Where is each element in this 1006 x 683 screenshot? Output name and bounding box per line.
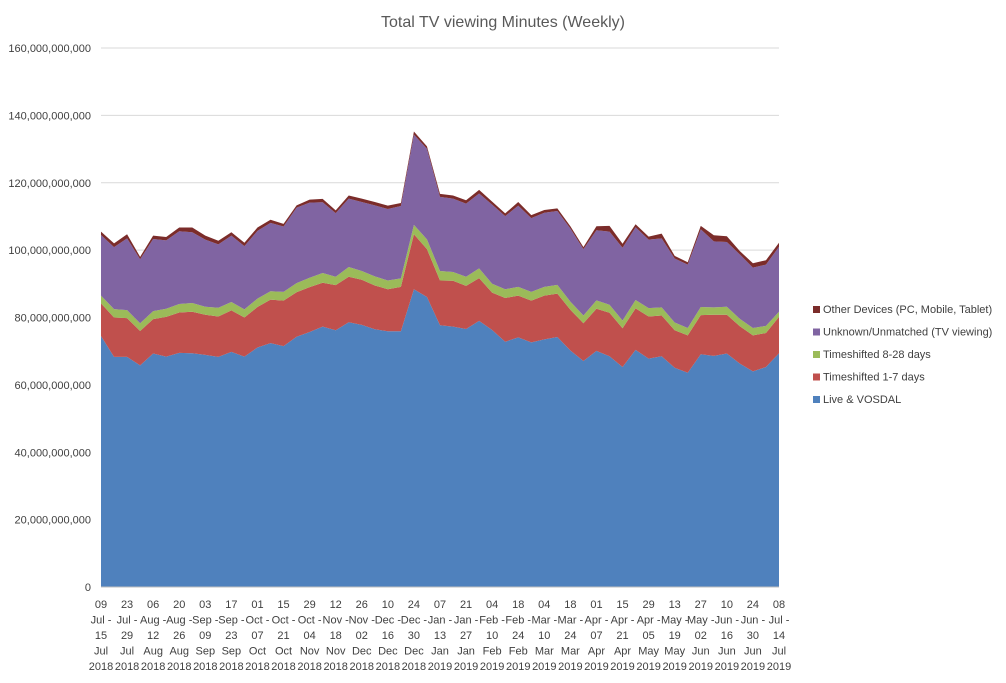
legend-swatch: [813, 373, 820, 381]
series-areas: [101, 131, 779, 587]
chart-title: Total TV viewing Minutes (Weekly): [381, 14, 625, 31]
x-tick-label: 27 May -02 Jun 2019: [687, 599, 715, 673]
y-tick-label: 60,000,000,000: [15, 380, 91, 392]
legend-swatch: [813, 306, 820, 313]
x-tick-label: 15 Oct -21 Oct 2018: [271, 599, 295, 673]
x-tick-label: 18 Feb -24 Feb 2019: [505, 599, 531, 673]
y-tick-label: 100,000,000,000: [8, 245, 91, 257]
legend-item: Timeshifted 8-28 days: [813, 349, 931, 361]
x-tick-label: 01 Apr -07 Apr 2019: [584, 599, 608, 673]
legend-label: Timeshifted 8-28 days: [823, 349, 931, 361]
y-axis-tick-labels: 0 20,000,000,000 40,000,000,000 60,000,000,…: [8, 43, 91, 594]
series-area-live-vosdal: [101, 289, 779, 587]
x-tick-label: 23 Jul -29 Jul 2018: [115, 599, 139, 673]
y-tick-label: 20,000,000,000: [15, 515, 91, 527]
series-area-timeshifted-8-28-days: [101, 224, 779, 336]
x-tick-label: 04 Feb -10 Feb 2019: [479, 599, 505, 673]
x-tick-label: 13 May -19 May 2019: [661, 599, 689, 673]
y-tick-label: 80,000,000,000: [15, 313, 91, 325]
legend-swatch: [813, 328, 820, 336]
y-tick-label: 160,000,000,000: [8, 43, 91, 55]
x-tick-label: 03 Sep -09 Sep 2018: [192, 599, 219, 673]
x-tick-label: 07 Jan -13 Jan 2019: [428, 599, 453, 673]
x-tick-label: 24 Jun -30 Jun 2019: [741, 599, 766, 673]
x-tick-label: 18 Mar -24 Mar 2019: [558, 599, 584, 673]
legend: Other Devices (PC, Mobile, Tablet) Unknow…: [813, 304, 992, 406]
legend-label: Timeshifted 1-7 days: [823, 372, 925, 384]
x-tick-label: 10 Jun -16 Jun 2019: [715, 599, 740, 673]
legend-label: Live & VOSDAL: [823, 394, 901, 406]
y-tick-label: 120,000,000,000: [8, 178, 91, 190]
legend-label: Other Devices (PC, Mobile, Tablet): [823, 304, 992, 316]
legend-item: Other Devices (PC, Mobile, Tablet): [813, 304, 992, 316]
y-tick-label: 40,000,000,000: [15, 447, 91, 459]
x-tick-label: 09 Jul -15 Jul 2018: [89, 599, 113, 673]
legend-item: Unknown/Unmatched (TV viewing): [813, 327, 992, 339]
x-tick-label: 01 Oct -07 Oct 2018: [245, 599, 269, 673]
x-tick-label: 24 Dec -30 Dec 2018: [401, 599, 428, 673]
legend-item: Live & VOSDAL: [813, 394, 901, 406]
x-tick-label: 06 Aug -12 Aug 2018: [140, 599, 167, 673]
x-tick-label: 04 Mar -10 Mar 2019: [531, 599, 557, 673]
x-tick-label: 08 Jul -14 Jul 2019: [767, 599, 791, 673]
x-tick-label: 29 Oct -04 Nov 2018: [297, 599, 321, 673]
x-tick-label: 26 Nov -02 Dec 2018: [349, 599, 376, 673]
x-tick-label: 10 Dec -16 Dec 2018: [375, 599, 402, 673]
series-area-timeshifted-1-7-days: [101, 234, 779, 373]
x-tick-label: 29 Apr -05 May 2019: [636, 599, 660, 673]
x-tick-label: 15 Apr -21 Apr 2019: [610, 599, 634, 673]
x-tick-label: 17 Sep -23 Sep 2018: [218, 599, 245, 673]
y-tick-label: 0: [85, 582, 91, 594]
x-tick-label: 20 Aug -26 Aug 2018: [166, 599, 193, 673]
legend-label: Unknown/Unmatched (TV viewing): [823, 327, 992, 339]
legend-item: Timeshifted 1-7 days: [813, 372, 925, 384]
x-tick-label: 12 Nov -18 Nov 2018: [323, 599, 350, 673]
y-tick-label: 140,000,000,000: [8, 110, 91, 122]
legend-swatch: [813, 396, 820, 403]
series-area-unknown-unmatched-tv-viewing: [101, 134, 779, 328]
x-tick-label: 21 Jan -27 Jan 2019: [454, 599, 479, 673]
legend-swatch: [813, 351, 820, 358]
